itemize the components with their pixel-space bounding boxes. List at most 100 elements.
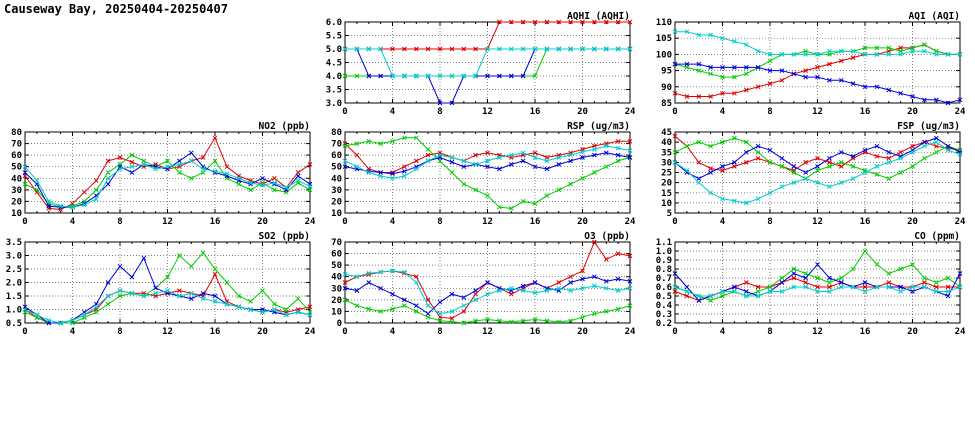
series-cyan [342,143,633,181]
chart-title: O3 (ppb) [584,231,630,242]
x-tick-label: 0 [672,107,677,117]
x-tick-label: 0 [342,217,347,227]
y-tick-label: 0.4 [656,301,673,311]
x-tick-label: 16 [210,217,221,227]
y-tick-label: 60 [11,151,22,161]
chart-title: AQI (AQI) [909,11,960,22]
chart-title: FSP (ug/m3) [897,121,960,132]
x-tick-label: 20 [907,107,918,117]
x-tick-label: 20 [907,327,918,337]
x-tick-label: 20 [577,327,588,337]
x-tick-label: 4 [70,327,76,337]
x-tick-label: 24 [955,327,965,337]
y-tick-label: 1.5 [6,292,22,302]
y-tick-label: 20 [331,296,342,306]
chart-o3: O3 (ppb) 0 10 20 30 40 50 60 70 0 4 8 12 16 20 24 [320,230,636,340]
x-tick-label: 0 [672,327,677,337]
series-cyan [22,288,313,326]
y-tick-label: 10 [331,209,342,219]
y-tick-label: 95 [661,67,672,77]
y-tick-label: 5 [667,209,672,219]
y-tick-label: 85 [661,99,672,109]
x-tick-label: 4 [390,327,396,337]
series-blue [342,274,633,317]
y-tick-label: 0.5 [656,292,672,302]
x-tick-label: 4 [390,107,396,117]
y-tick-label: 50 [331,163,342,173]
y-tick-label: 50 [11,163,22,173]
x-tick-label: 24 [625,107,635,117]
y-tick-label: 50 [331,261,342,271]
y-tick-label: 0.3 [656,310,672,320]
y-tick-label: 30 [331,186,342,196]
y-tick-label: 0 [337,319,342,329]
y-tick-label: 25 [661,169,672,179]
x-tick-label: 20 [907,217,918,227]
x-tick-label: 20 [257,327,268,337]
x-tick-label: 16 [860,107,871,117]
y-tick-label: 0.8 [656,265,672,275]
chart-svg-aqhi: AQHI (AQHI) 3.0 3.5 4.0 4.5 5.0 5.5 6.0 0 4 8 12 16 2… [326,11,636,117]
x-tick-label: 12 [812,217,823,227]
y-tick-label: 6.0 [326,18,342,28]
y-tick-label: 40 [11,174,22,184]
x-tick-label: 8 [117,217,122,227]
y-tick-label: 3.5 [6,238,22,248]
x-tick-label: 12 [482,217,493,227]
y-tick-label: 20 [661,179,672,189]
chart-so2: SO2 (ppb) 0.5 1.0 1.5 2.0 2.5 3.0 3.5 0 4 8 12 16 20 2… [0,230,316,340]
series-cyan [22,158,313,210]
x-tick-label: 12 [482,107,493,117]
x-tick-label: 24 [305,327,315,337]
plot-frame [674,21,961,104]
y-tick-label: 20 [331,197,342,207]
y-tick-label: 30 [11,186,22,196]
y-tick-label: 40 [331,174,342,184]
series-cyan [342,46,633,79]
x-tick-label: 20 [577,217,588,227]
y-tick-label: 30 [661,158,672,168]
y-tick-label: 5.5 [326,32,342,42]
x-tick-label: 12 [162,217,173,227]
y-tick-label: 60 [331,151,342,161]
y-tick-label: 0.2 [656,319,672,329]
series-blue [672,61,963,106]
y-tick-label: 30 [331,284,342,294]
y-tick-label: 80 [11,128,22,138]
x-tick-label: 8 [437,327,442,337]
chart-svg-so2: SO2 (ppb) 0.5 1.0 1.5 2.0 2.5 3.0 3.5 0 4 8 12 16 20 2… [6,231,316,337]
y-tick-label: 0.7 [656,274,672,284]
series-green [672,135,963,181]
y-tick-label: 10 [331,307,342,317]
series-cyan [672,139,963,206]
x-tick-label: 8 [437,217,442,227]
plot-frame [344,21,631,104]
chart-title: SO2 (ppb) [259,231,310,242]
y-tick-label: 100 [656,50,672,60]
x-tick-label: 24 [625,327,635,337]
x-tick-label: 12 [482,327,493,337]
y-tick-label: 3.0 [326,99,342,109]
x-tick-label: 16 [860,217,871,227]
x-tick-label: 8 [767,327,772,337]
x-tick-label: 8 [437,107,442,117]
y-tick-label: 70 [331,238,342,248]
y-tick-label: 5.0 [326,45,342,55]
y-tick-label: 10 [11,209,22,219]
y-tick-label: 4.5 [326,59,342,69]
y-tick-label: 15 [661,189,672,199]
y-tick-label: 40 [331,273,342,283]
series-cyan [672,29,963,57]
y-tick-label: 3.5 [326,86,342,96]
plot-frame [674,241,961,324]
chart-title: AQHI (AQHI) [567,11,630,22]
x-tick-label: 20 [257,217,268,227]
y-tick-label: 0.9 [656,256,672,266]
y-tick-label: 60 [331,250,342,260]
plot-frame [674,131,961,214]
chart-aqi: AQI (AQI) 85 90 95 100 105 110 0 4 8 12 16 20 24 [650,10,966,120]
